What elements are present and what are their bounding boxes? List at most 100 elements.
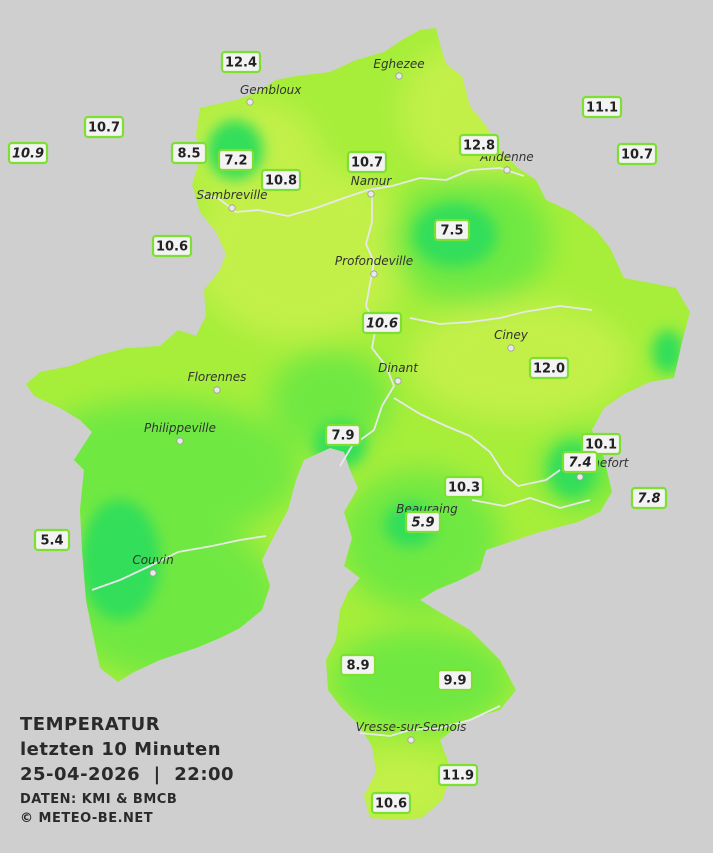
station-marker: 8.9 [339,653,377,677]
town-label: Philippeville [144,421,216,435]
town-label: Eghezee [373,57,424,71]
station-box [7,141,49,165]
station-box [443,475,485,499]
station-box [528,356,570,380]
station-box [217,148,255,172]
station-marker: 7.8 [630,486,668,510]
station-marker: 5.4 [33,528,71,552]
station-box [561,450,599,474]
town-marker [367,190,375,198]
station-value: 10.7 [621,148,653,163]
station-marker: 7.2 [217,148,255,172]
town-marker [395,72,403,80]
station-value: 10.7 [351,156,383,171]
town-marker [407,736,415,744]
station-marker: 12.8 [458,133,500,157]
station-marker: 10.6 [370,791,412,815]
station-value: 11.1 [586,101,618,116]
station-marker: 11.1 [581,95,623,119]
station-box [220,50,262,74]
station-box [33,528,71,552]
legend-copyright: © METEO-BE.NET [20,811,154,826]
station-value: 9.9 [443,674,466,689]
town-label: Florennes [188,370,247,384]
station-value: 10.9 [12,147,44,162]
station-box [339,653,377,677]
station-value: 7.8 [637,492,660,507]
station-value: 7.2 [224,154,247,169]
town-marker [370,270,378,278]
town-label: Gembloux [240,83,302,97]
station-value: 10.6 [375,797,407,812]
station-box [437,763,479,787]
station-marker: 10.1 [580,432,622,456]
legend-title: TEMPERATUR [20,714,161,735]
station-value: 7.9 [331,429,354,444]
station-value: 8.9 [346,659,369,674]
town-marker [503,166,511,174]
station-value: 10.1 [585,438,617,453]
station-box [361,311,403,335]
station-marker: 10.6 [151,234,193,258]
town-label: Dinant [378,361,419,375]
station-value: 10.3 [448,481,480,496]
town-marker [176,437,184,445]
station-marker: 10.7 [83,115,125,139]
station-marker: 5.9 [404,510,442,534]
town-marker [213,386,221,394]
station-value: 10.8 [265,174,297,189]
town-label: Profondeville [335,254,413,268]
station-box [436,668,474,692]
station-marker: 7.5 [433,218,471,242]
station-box [83,115,125,139]
station-marker: 10.8 [260,168,302,192]
station-box [630,486,668,510]
station-marker: 9.9 [436,668,474,692]
town-marker [149,569,157,577]
town-label: Vresse-sur-Semois [356,720,467,734]
station-value: 7.4 [568,456,591,471]
map-legend: TEMPERATUR letzten 10 Minuten 25-04-2026… [20,712,234,828]
legend-source: DATEN: KMI & BMCB [20,792,178,807]
town-marker [228,204,236,212]
legend-datetime: 25-04-2026 | 22:00 [20,764,235,785]
rivers [91,167,593,737]
town-label: Ciney [494,328,529,342]
station-box [580,432,622,456]
station-box [260,168,302,192]
station-value: 5.4 [40,534,63,549]
town-marker [576,473,584,481]
station-layer: 12.4 11.1 10.7 10.9 8.5 7.2 10.8 10.7 12.8 10.7 10… [7,50,668,815]
station-marker: 7.9 [324,423,362,447]
station-box [433,218,471,242]
station-marker: 10.7 [346,150,388,174]
station-value: 11.9 [442,769,474,784]
town-label: Sambreville [196,188,267,202]
station-value: 10.6 [156,240,188,255]
legend-period: letzten 10 Minuten [20,739,222,760]
station-value: 8.5 [177,147,200,162]
station-box [581,95,623,119]
station-marker: 10.6 [361,311,403,335]
station-marker: 7.4 [561,450,599,474]
station-value: 5.9 [411,516,434,531]
town-label: Couvin [132,553,173,567]
station-box [170,141,208,165]
station-box [151,234,193,258]
station-value: 10.6 [366,317,398,332]
station-value: 12.4 [225,56,257,71]
station-marker: 10.7 [616,142,658,166]
station-marker: 11.9 [437,763,479,787]
station-box [616,142,658,166]
station-marker: 12.0 [528,356,570,380]
station-box [404,510,442,534]
station-value: 12.0 [533,362,565,377]
station-marker: 10.9 [7,141,49,165]
station-value: 7.5 [440,224,463,239]
station-box [458,133,500,157]
town-label: Namur [351,174,393,188]
town-marker [246,98,254,106]
town-marker [507,344,515,352]
town-marker [394,377,402,385]
